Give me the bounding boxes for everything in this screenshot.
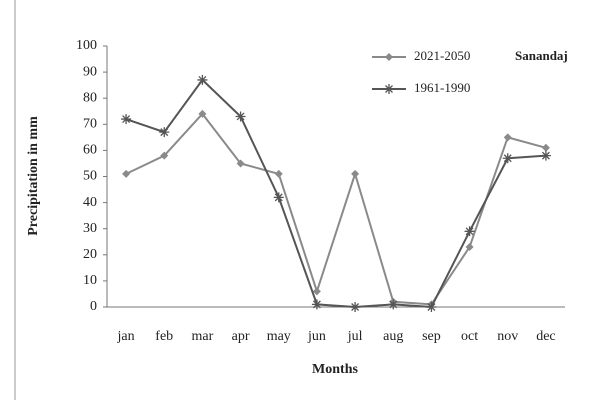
x-tick-label: jun (307, 329, 326, 344)
legend-label: 1961-1990 (414, 80, 470, 95)
annotation: Sanandaj (515, 48, 568, 63)
y-tick-label: 40 (83, 195, 97, 210)
x-tick-label: dec (536, 329, 555, 344)
x-tick-label: oct (461, 329, 478, 344)
marker-diamond (312, 287, 321, 296)
x-tick-label: jul (347, 329, 363, 344)
series-line (125, 112, 547, 306)
marker-star (121, 114, 132, 125)
marker-star (426, 302, 437, 312)
marker-star (502, 153, 513, 164)
x-tick-label: sep (422, 329, 441, 344)
marker-star (273, 192, 284, 203)
marker-star (540, 150, 551, 161)
x-tick-label: may (267, 329, 291, 344)
x-tick-label: nov (497, 329, 518, 344)
x-tick-label: feb (155, 329, 173, 344)
y-tick-label: 90 (83, 64, 97, 79)
y-tick-label: 80 (83, 90, 97, 105)
x-tick-label: apr (232, 329, 250, 344)
y-tick-label: 50 (83, 169, 97, 184)
marker-star (197, 74, 208, 85)
marker-diamond (122, 169, 131, 178)
marker-diamond (160, 151, 169, 160)
y-tick-label: 100 (76, 38, 97, 53)
marker-diamond (541, 143, 550, 152)
marker-star (350, 302, 361, 312)
y-tick-label: 70 (83, 117, 97, 132)
marker-star (388, 299, 399, 310)
y-tick-label: 10 (83, 273, 97, 288)
marker-diamond (465, 242, 474, 251)
legend-label: 2021-2050 (414, 48, 470, 63)
marker-star (464, 226, 475, 237)
x-tick-label: mar (192, 329, 214, 344)
marker-diamond (274, 169, 283, 178)
marker-star (235, 111, 246, 122)
series-line (125, 78, 546, 309)
x-tick-label: jan (117, 329, 135, 344)
x-axis-label: Months (312, 362, 358, 377)
marker-diamond (236, 159, 245, 168)
marker-diamond (351, 169, 360, 178)
y-tick-label: 0 (90, 299, 97, 314)
marker-star (384, 84, 394, 94)
marker-star (311, 299, 322, 310)
marker-diamond (385, 53, 393, 61)
marker-star (159, 127, 170, 138)
marker-diamond (198, 109, 207, 118)
y-tick-label: 20 (83, 247, 97, 262)
marker-diamond (503, 133, 512, 142)
y-tick-label: 60 (83, 143, 97, 158)
y-axis-label: Precipitation in mm (26, 116, 41, 236)
x-tick-label: aug (383, 329, 403, 344)
y-tick-label: 30 (83, 221, 97, 236)
